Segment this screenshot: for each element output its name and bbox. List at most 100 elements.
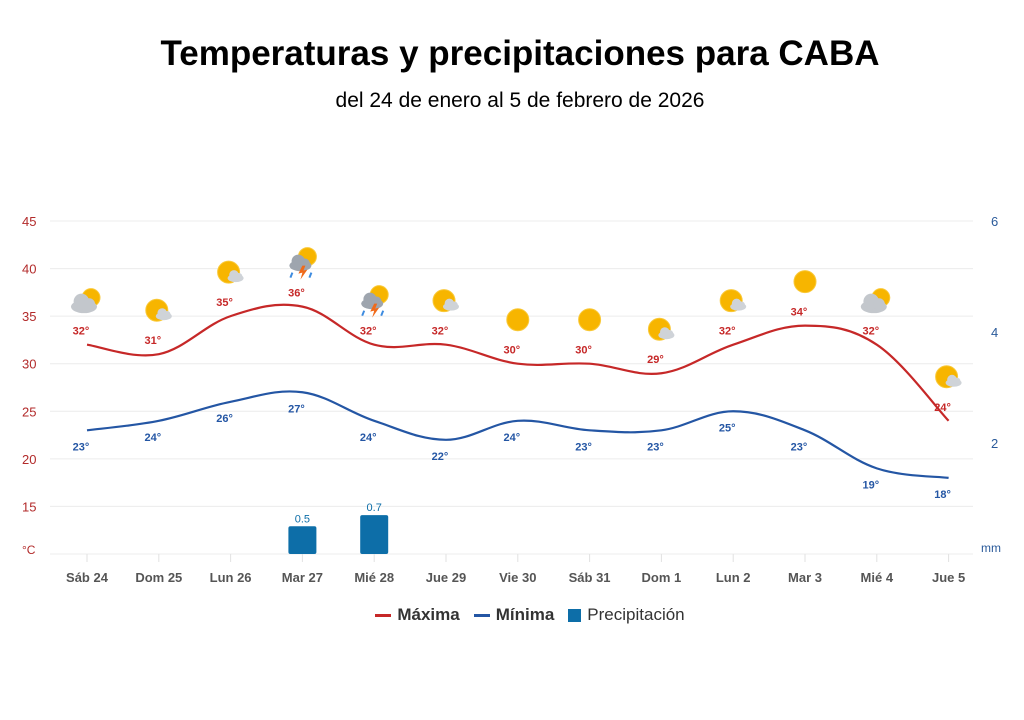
legend-swatch-minima — [473, 613, 490, 617]
lightning-shape — [298, 265, 308, 280]
maxima-data-label: 30° — [503, 345, 520, 357]
maxima-data-label: 34° — [791, 307, 808, 319]
minima-data-label: 23° — [73, 441, 90, 453]
x-tick-label: Mar 27 — [282, 570, 323, 585]
cloud-shape — [873, 298, 885, 310]
cloud-shape — [450, 301, 458, 309]
rain-shape — [380, 310, 385, 317]
cloud-shape — [737, 301, 745, 309]
cloud-shape — [953, 377, 961, 385]
sun-shape — [793, 270, 817, 294]
maxima-line — [86, 303, 950, 422]
chart-subtitle: del 24 de enero al 5 de febrero de 2026 — [335, 89, 705, 112]
x-tick-label: Mar 3 — [788, 570, 822, 585]
minima-data-label: 27° — [288, 403, 305, 415]
sunny-icon — [506, 308, 530, 332]
maxima-data-label: 32° — [73, 326, 90, 338]
x-tick-label: Lun 2 — [716, 570, 751, 585]
maxima-data-label: 36° — [288, 288, 305, 300]
maxima-data-label: 24° — [934, 402, 951, 414]
legend-item-maxima[interactable]: Máxima — [375, 605, 460, 625]
y-left-tick-label: 25 — [22, 404, 36, 419]
legend-swatch-precipitacion — [568, 608, 582, 622]
x-tick-label: Mié 28 — [354, 570, 394, 585]
minima-data-label: 24° — [503, 432, 520, 444]
minima-data-label: 24° — [360, 432, 377, 444]
x-tick-label: Dom 25 — [135, 570, 182, 585]
minima-data-label: 19° — [862, 479, 879, 491]
y-left-tick-label: 15 — [22, 499, 36, 514]
sunny-icon — [793, 270, 817, 294]
partly-sunny-icon — [647, 317, 675, 341]
minima-line — [86, 390, 949, 479]
rain-shape — [289, 272, 294, 278]
y-right-unit: mm — [981, 541, 1001, 555]
x-tick-label: Vie 30 — [499, 570, 536, 585]
cloud-shape — [666, 330, 674, 338]
x-tick-label: Lun 26 — [210, 570, 252, 585]
maxima-data-label: 35° — [216, 297, 233, 309]
sun-shape — [578, 308, 602, 332]
maxima-data-label: 31° — [144, 335, 161, 347]
legend-label-maxima: Máxima — [397, 605, 460, 624]
partly-sunny-icon — [935, 365, 962, 389]
x-tick-label: Mié 4 — [861, 570, 894, 585]
partly-sunny-icon — [432, 289, 459, 313]
rain-shape — [361, 310, 366, 317]
maxima-data-label: 30° — [575, 345, 592, 357]
minima-data-label: 23° — [791, 441, 808, 453]
x-tick-label: Jue 5 — [932, 570, 965, 585]
chart-title: Temperaturas y precipitaciones para CABA — [160, 34, 880, 73]
x-tick-label: Sáb 24 — [66, 570, 109, 585]
cloud-shape — [163, 311, 171, 319]
minima-data-label: 22° — [432, 451, 449, 463]
maxima-data-label: 29° — [647, 354, 664, 366]
partly-sunny-icon — [217, 260, 244, 284]
legend-label-minima: Mínima — [495, 605, 555, 624]
cloudy-sun-icon — [860, 288, 891, 314]
minima-data-label: 18° — [934, 489, 951, 501]
y-left-tick-label: 30 — [22, 357, 36, 372]
legend-swatch-maxima — [375, 613, 392, 617]
y-left-tick-label: 20 — [22, 452, 36, 467]
thunderstorm-icon — [361, 285, 389, 318]
maxima-data-label: 32° — [862, 326, 879, 338]
y-left-tick-label: 40 — [22, 262, 36, 277]
minima-data-label: 25° — [719, 422, 736, 434]
legend-item-minima[interactable]: Mínima — [473, 605, 555, 625]
x-tick-label: Jue 29 — [426, 570, 466, 585]
cloud-shape — [83, 298, 96, 310]
minima-data-label: 26° — [216, 413, 233, 425]
y-right-tick-label: 6 — [991, 214, 998, 229]
legend-item-precipitacion[interactable]: Precipitación — [568, 605, 685, 625]
y-left-tick-label: 35 — [22, 309, 36, 324]
thunderstorm-icon — [289, 247, 317, 280]
maxima-data-label: 32° — [360, 326, 377, 338]
legend-label-precipitacion: Precipitación — [587, 605, 685, 624]
precip-bar — [360, 515, 389, 554]
partly-sunny-icon — [145, 298, 172, 322]
y-right-tick-label: 2 — [991, 436, 998, 451]
precip-data-label: 0.5 — [295, 513, 310, 525]
sun-shape — [506, 308, 530, 332]
minima-data-label: 23° — [647, 441, 664, 453]
cloud-shape — [235, 272, 243, 281]
rain-shape — [308, 272, 313, 278]
y-right-tick-label: 4 — [991, 325, 998, 340]
precip-bar — [288, 526, 317, 554]
x-tick-label: Sáb 31 — [569, 570, 611, 585]
sunny-icon — [578, 308, 602, 332]
minima-data-label: 24° — [144, 432, 161, 444]
precip-data-label: 0.7 — [367, 502, 382, 514]
x-tick-label: Dom 1 — [642, 570, 682, 585]
lightning-shape — [370, 303, 380, 318]
legend: Máxima Mínima Precipitación — [0, 605, 1024, 625]
maxima-data-label: 32° — [432, 326, 449, 338]
y-left-unit: °C — [22, 543, 36, 557]
maxima-data-label: 32° — [719, 326, 736, 338]
y-left-tick-label: 45 — [22, 214, 36, 229]
cloudy-sun-icon — [71, 288, 101, 314]
minima-data-label: 23° — [575, 441, 592, 453]
partly-sunny-icon — [719, 289, 747, 313]
